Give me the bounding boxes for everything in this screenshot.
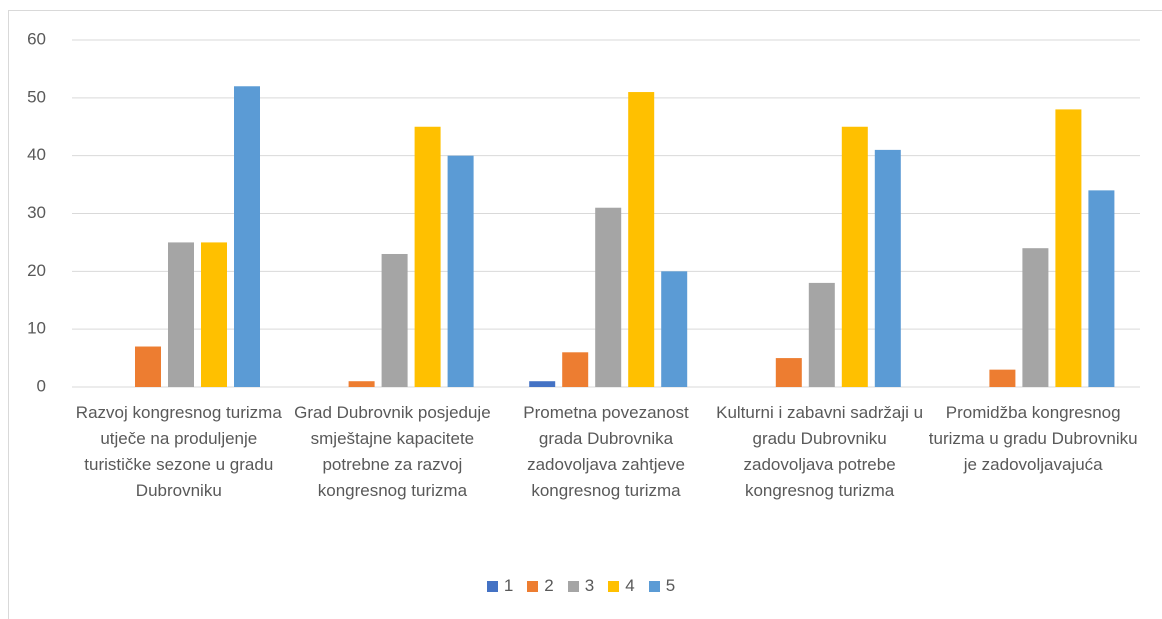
legend: 1 2 3 4 5	[0, 576, 1162, 596]
bar	[381, 253, 408, 387]
legend-label: 2	[544, 576, 554, 595]
y-tick-label: 60	[27, 29, 46, 48]
bar	[414, 126, 441, 387]
y-tick-label: 50	[27, 87, 46, 106]
x-tick-label: Promidžba kongresnog turizma u gradu Dub…	[928, 403, 1138, 474]
legend-swatch	[648, 580, 660, 592]
bar	[808, 282, 835, 387]
legend-item: 1	[486, 576, 514, 596]
bar	[841, 126, 868, 387]
legend-label: 5	[665, 576, 676, 595]
legend-swatch	[567, 580, 579, 592]
legend-label: 1	[503, 576, 514, 595]
bar	[201, 242, 227, 387]
y-tick-label: 20	[27, 261, 46, 280]
bar	[989, 369, 1016, 387]
bar	[1022, 248, 1049, 387]
legend-item: 5	[648, 576, 676, 596]
bar	[168, 242, 194, 387]
legend-swatch	[527, 580, 539, 592]
y-tick-label: 0	[37, 376, 46, 395]
x-tick-label: Prometna povezanost grada Dubrovnika zad…	[523, 403, 689, 500]
bar	[1088, 190, 1115, 387]
bar	[874, 149, 901, 387]
bar	[447, 155, 474, 387]
bar	[529, 381, 556, 387]
bar	[595, 207, 622, 387]
bar	[628, 92, 655, 388]
legend-item: 4	[608, 576, 635, 596]
x-tick-label: Razvoj kongresnog turizma utječe na prod…	[75, 403, 282, 500]
x-tick-label: Kulturni i zabavni sadržaji u gradu Dubr…	[716, 403, 924, 500]
bar	[775, 358, 802, 387]
bar	[135, 346, 161, 387]
legend-swatch	[486, 580, 498, 592]
bar	[562, 352, 589, 387]
bar	[1055, 109, 1082, 388]
bar	[661, 271, 688, 387]
x-tick-label: Grad Dubrovnik posjeduje smještajne kapa…	[294, 403, 491, 500]
legend-label: 3	[584, 576, 595, 595]
y-tick-label: 30	[27, 203, 46, 222]
legend-label: 4	[625, 576, 635, 595]
bar	[234, 86, 260, 388]
legend-swatch	[608, 580, 620, 592]
chart-border	[8, 10, 1162, 619]
legend-item: 2	[527, 576, 554, 596]
y-tick-label: 10	[27, 319, 46, 338]
legend-item: 3	[567, 576, 595, 596]
y-tick-label: 40	[27, 145, 46, 164]
bar	[348, 381, 375, 387]
